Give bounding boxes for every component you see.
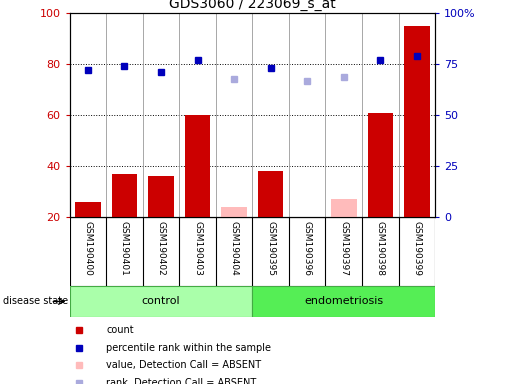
Text: endometriosis: endometriosis <box>304 296 383 306</box>
Text: value, Detection Call = ABSENT: value, Detection Call = ABSENT <box>106 360 261 370</box>
Text: percentile rank within the sample: percentile rank within the sample <box>106 343 271 353</box>
Text: GSM190402: GSM190402 <box>157 221 165 276</box>
Text: GSM190404: GSM190404 <box>230 221 238 276</box>
Bar <box>331 199 356 217</box>
Text: GSM190403: GSM190403 <box>193 221 202 276</box>
Text: control: control <box>142 296 180 306</box>
Text: count: count <box>106 325 134 335</box>
Bar <box>368 113 393 217</box>
Text: disease state: disease state <box>3 296 67 306</box>
Bar <box>75 202 100 217</box>
Bar <box>148 176 174 217</box>
Bar <box>70 286 252 317</box>
Bar <box>252 286 435 317</box>
Text: GSM190401: GSM190401 <box>120 221 129 276</box>
Bar <box>404 26 430 217</box>
Text: GSM190395: GSM190395 <box>266 221 275 276</box>
Bar <box>185 115 210 217</box>
Text: GSM190400: GSM190400 <box>83 221 92 276</box>
Bar <box>112 174 137 217</box>
Text: GSM190397: GSM190397 <box>339 221 348 276</box>
Bar <box>258 171 283 217</box>
Bar <box>221 207 247 217</box>
Title: GDS3060 / 223069_s_at: GDS3060 / 223069_s_at <box>169 0 336 11</box>
Text: GSM190399: GSM190399 <box>413 221 421 276</box>
Text: GSM190396: GSM190396 <box>303 221 312 276</box>
Text: GSM190398: GSM190398 <box>376 221 385 276</box>
Text: rank, Detection Call = ABSENT: rank, Detection Call = ABSENT <box>106 377 256 384</box>
